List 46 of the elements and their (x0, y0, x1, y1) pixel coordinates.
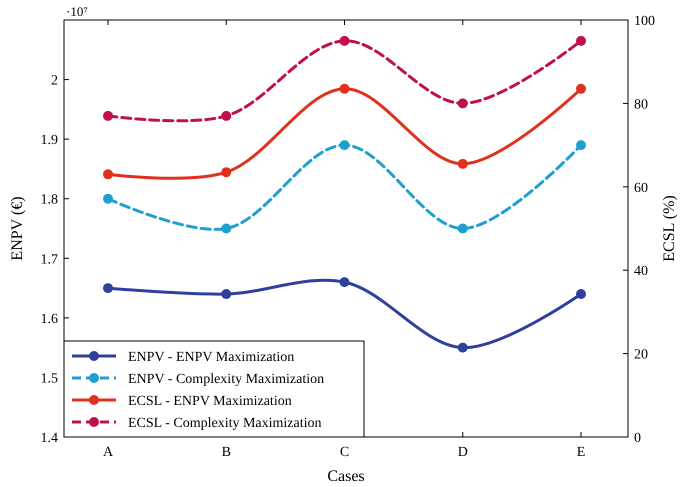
x-tick-label: C (340, 445, 350, 460)
point (221, 289, 232, 300)
y2-tick-label: 40 (634, 264, 648, 280)
point (103, 110, 113, 121)
y2-tick-label: 80 (634, 97, 648, 112)
text: ·10⁷ (66, 4, 88, 19)
point (458, 98, 468, 108)
legend-label: ECSL - Complexity Maximization (128, 416, 322, 431)
y2-axis-title: ECSL (%) (661, 195, 678, 262)
y-tick-label: 1.9 (40, 133, 58, 148)
legend-label: ENPV - ENPV Maximization (128, 350, 294, 365)
y-tick-label: 1.5 (40, 371, 58, 386)
point (458, 342, 468, 353)
y2-tick-label: 0 (634, 431, 641, 446)
point (340, 140, 350, 150)
point (340, 36, 350, 46)
point (221, 224, 232, 234)
y-tick-label: 1.6 (40, 312, 58, 327)
point (340, 84, 350, 94)
point (103, 283, 113, 294)
point (458, 224, 468, 234)
point (340, 277, 350, 288)
x-tick-label: A (102, 445, 114, 460)
x-tick-label: D (458, 445, 468, 460)
point (576, 36, 586, 46)
point (576, 289, 586, 300)
x-axis-title: Cases (327, 468, 365, 485)
y2-tick-label: 60 (634, 180, 648, 196)
point (458, 158, 468, 169)
y2-tick-label: 100 (634, 14, 655, 29)
y-tick-label: 1.8 (40, 192, 58, 208)
y2-tick-label: 20 (634, 348, 648, 363)
x-tick-label: B (222, 445, 231, 460)
point (576, 140, 586, 150)
y-tick-label: 1.4 (40, 431, 58, 446)
legend-label: ECSL - ENPV Maximization (128, 394, 292, 409)
y-tick-label: 1.7 (40, 252, 58, 268)
legend-label: ENPV - Complexity Maximization (128, 372, 324, 387)
point (103, 194, 113, 204)
point (103, 169, 113, 180)
y-tick-label: 2 (51, 74, 58, 89)
point (576, 84, 586, 94)
point (221, 110, 232, 121)
point (221, 167, 232, 178)
y-axis-title: ENPV (€) (9, 196, 26, 261)
x-tick-label: E (576, 445, 586, 460)
